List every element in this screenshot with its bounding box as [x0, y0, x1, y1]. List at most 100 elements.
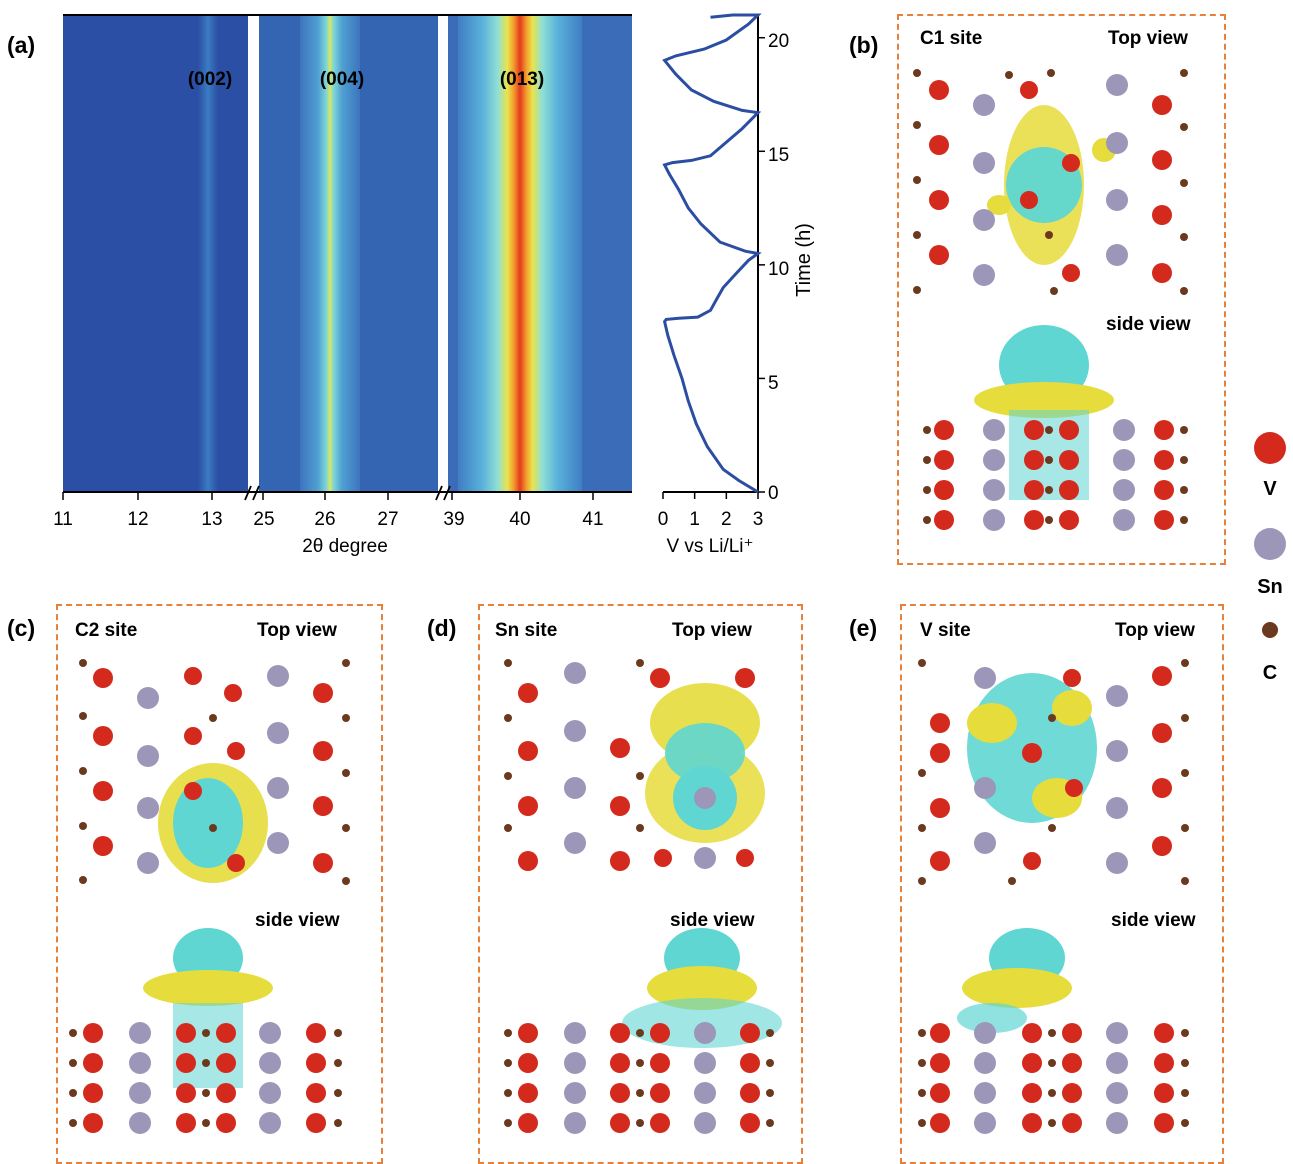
v-atom: [83, 1113, 103, 1133]
c-atom: [1181, 1119, 1189, 1127]
v-atom: [518, 1113, 538, 1133]
peak-label-002: (002): [188, 69, 232, 90]
v-atom: [930, 1023, 950, 1043]
v-atom: [1022, 1053, 1042, 1073]
c-atom: [1048, 1059, 1056, 1067]
c-atom: [1180, 516, 1188, 524]
c-atom: [766, 1059, 774, 1067]
panel-c-side-view-title: side view: [255, 910, 340, 931]
tick-label: 13: [201, 509, 222, 530]
c2-side-view: [69, 928, 342, 1134]
c-atom: [202, 1059, 210, 1067]
axis-break-2: [435, 485, 451, 501]
c-atom: [1045, 486, 1053, 494]
tick-label: 11: [53, 509, 73, 530]
v-atom: [650, 1023, 670, 1043]
v-atom: [216, 1023, 236, 1043]
panel-a-label: (a): [7, 32, 36, 58]
v-atom: [216, 1083, 236, 1103]
v-atom: [518, 1053, 538, 1073]
v-atom: [216, 1113, 236, 1133]
sn-atom: [129, 1022, 151, 1044]
v-atom: [176, 1083, 196, 1103]
c-atom: [918, 1119, 926, 1127]
sn-atom: [694, 1052, 716, 1074]
panel-c-label: (c): [7, 615, 36, 641]
panel-b-top-view-title: Top view: [1108, 28, 1188, 49]
c-atom: [766, 1029, 774, 1037]
sn-atom: [564, 1112, 586, 1134]
c-atom: [766, 1119, 774, 1127]
tick-label: 25: [253, 509, 274, 530]
panel-b-site-title: C1 site: [920, 28, 983, 49]
c-atom: [1048, 1029, 1056, 1037]
c-atom: [69, 1029, 77, 1037]
v-atom: [1154, 480, 1174, 500]
c-atom: [923, 516, 931, 524]
sn-atom: [983, 479, 1005, 501]
sn-atom: [983, 449, 1005, 471]
panel-e-label: (e): [849, 615, 878, 641]
atom-legend: V Sn C: [1240, 430, 1293, 690]
sn-atom: [1106, 1082, 1128, 1104]
sn-atom: [1113, 479, 1135, 501]
sn-atom: [974, 1052, 996, 1074]
voltage-tick-label: 1: [689, 509, 700, 530]
c-atom: [1181, 1089, 1189, 1097]
panel-e-site-title: V site: [920, 620, 971, 641]
c-atom: [202, 1089, 210, 1097]
legend-label-v: V: [1263, 478, 1277, 500]
v-atom: [740, 1023, 760, 1043]
sn-atom: [694, 1112, 716, 1134]
c-atom: [504, 1059, 512, 1067]
v-atom: [306, 1053, 326, 1073]
time-tick-label: 15: [768, 145, 789, 166]
c-atom: [1181, 1059, 1189, 1067]
voltage-time-plot: 0 1 2 3 0 5 10 15 20 Time (h) V vs Li/Li…: [658, 13, 815, 557]
c-atom: [766, 1089, 774, 1097]
c-atom: [334, 1029, 342, 1037]
sn-atom-icon: [1254, 528, 1286, 560]
v-atom: [518, 1023, 538, 1043]
sn-atom: [983, 419, 1005, 441]
sn-atom: [983, 509, 1005, 531]
voltage-tick-label: 3: [753, 509, 764, 530]
peak-band-004: [300, 15, 360, 492]
c-atom: [202, 1119, 210, 1127]
voltage-tick-label: 2: [721, 509, 732, 530]
v-atom: [610, 1053, 630, 1073]
tick-label: 26: [314, 509, 335, 530]
axis-break-1: [244, 485, 260, 501]
sn-atom: [259, 1052, 281, 1074]
v-atom: [83, 1053, 103, 1073]
sn-atom: [694, 1022, 716, 1044]
c-atom: [69, 1119, 77, 1127]
c-atom: [1180, 456, 1188, 464]
sn-atom: [1106, 1112, 1128, 1134]
c-atom: [504, 1119, 512, 1127]
v-atom: [934, 450, 954, 470]
c-atom: [1181, 1029, 1189, 1037]
sn-atom: [1113, 449, 1135, 471]
c-atom: [1180, 486, 1188, 494]
c-atom: [918, 1029, 926, 1037]
c-atom: [1045, 426, 1053, 434]
v-top-view: [918, 659, 1189, 885]
c-atom: [1180, 426, 1188, 434]
v-atom: [1154, 450, 1174, 470]
time-tick-label: 0: [768, 483, 779, 504]
sn-atom: [259, 1112, 281, 1134]
sn-atom: [129, 1082, 151, 1104]
v-atom: [518, 1083, 538, 1103]
v-atom: [1154, 1113, 1174, 1133]
sn-side-view: [504, 928, 782, 1134]
v-atom-icon: [1254, 432, 1286, 464]
tick-label: 39: [443, 509, 464, 530]
v-atom: [1154, 510, 1174, 530]
v-atom: [1154, 1083, 1174, 1103]
c-atom: [636, 1059, 644, 1067]
v-atom: [650, 1083, 670, 1103]
peak-band-002: [198, 15, 218, 492]
time-tick-label: 5: [768, 373, 779, 394]
c-atom: [334, 1089, 342, 1097]
